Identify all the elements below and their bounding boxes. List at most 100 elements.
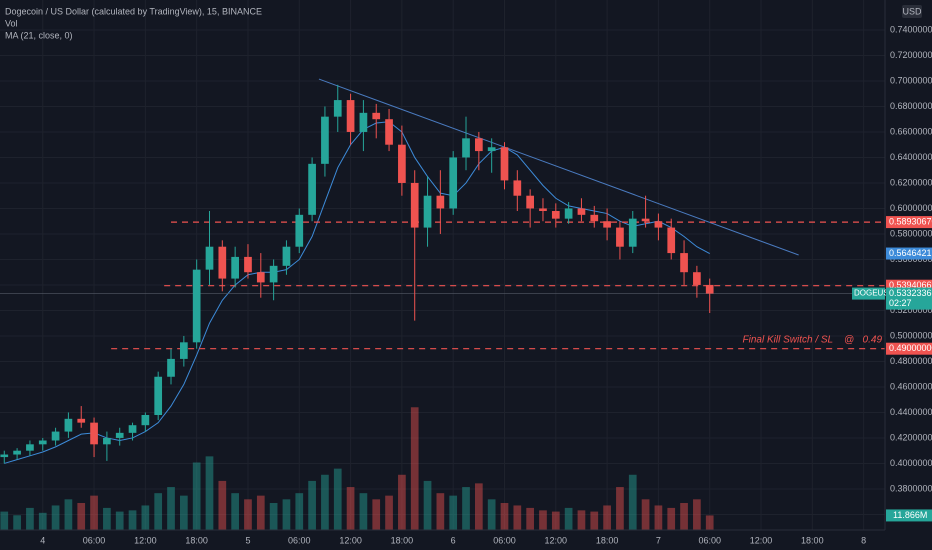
candle-body xyxy=(333,100,342,117)
volume-bar xyxy=(693,499,701,530)
candle-body xyxy=(0,454,9,458)
candle-body xyxy=(51,431,60,441)
candle-body xyxy=(487,147,496,152)
volume-bar xyxy=(539,510,547,530)
trendline xyxy=(318,78,799,256)
volume-bar xyxy=(141,505,150,530)
currency-badge[interactable] xyxy=(902,5,922,18)
volume-bar xyxy=(654,505,663,530)
volume-bar xyxy=(308,480,316,530)
currency-label[interactable]: USD xyxy=(902,6,922,16)
volume-bar xyxy=(154,493,163,530)
candle-body xyxy=(654,221,663,228)
indicator-label: Vol xyxy=(5,18,18,28)
x-tick-label: 18:00 xyxy=(391,535,414,545)
x-tick-label: 7 xyxy=(656,535,661,545)
volume-bar xyxy=(179,495,188,530)
candle-body xyxy=(551,211,560,219)
candle-body xyxy=(282,246,291,266)
candle-body xyxy=(38,440,47,445)
candle-body xyxy=(269,265,278,283)
candle-body xyxy=(115,432,124,438)
volume-bar xyxy=(680,503,688,530)
x-tick-label: 06:00 xyxy=(83,535,106,545)
volume-bar xyxy=(244,499,252,530)
candle-body xyxy=(308,163,316,215)
candle-body xyxy=(218,246,227,279)
time-axis xyxy=(0,530,932,550)
volume-bar xyxy=(103,507,111,530)
volume-bar xyxy=(500,503,509,530)
volume-bar xyxy=(474,483,483,530)
candle-body xyxy=(603,221,611,228)
price-badge xyxy=(886,287,932,310)
candle-body xyxy=(641,218,650,222)
candle-body xyxy=(167,358,175,377)
volume-bar xyxy=(13,515,21,530)
x-tick-label: 5 xyxy=(245,535,250,545)
candle-body xyxy=(372,112,381,120)
candle-body xyxy=(346,100,355,132)
candle-body xyxy=(205,246,214,270)
candle-body xyxy=(616,227,624,247)
candle-body xyxy=(680,253,688,273)
volume-bar xyxy=(115,511,124,530)
candle-body xyxy=(705,284,714,294)
candle-body xyxy=(13,450,21,455)
candle-body xyxy=(321,116,329,164)
volume-bar xyxy=(577,510,586,530)
volume-bar xyxy=(628,474,637,530)
candle-body xyxy=(192,269,201,343)
volume-bar xyxy=(487,499,496,530)
candle-body xyxy=(179,342,188,359)
volume-bar xyxy=(90,495,98,530)
volume-bar xyxy=(205,456,214,530)
level-label: 0.53940669 xyxy=(889,280,932,290)
volume-bar xyxy=(218,480,227,530)
candle-body xyxy=(77,418,86,423)
candle-body xyxy=(90,422,98,445)
candle-body xyxy=(295,214,304,247)
volume-bar xyxy=(616,487,624,530)
level-label: 0.58930670 xyxy=(889,216,932,226)
candle-body xyxy=(64,418,73,432)
symbol-label: DOGEUSD xyxy=(854,289,895,298)
candle-body xyxy=(128,425,137,433)
overlays xyxy=(0,78,885,464)
level-badge xyxy=(886,342,932,355)
volume-bar xyxy=(38,512,47,530)
volume-bar xyxy=(192,462,201,530)
candle-body xyxy=(474,138,483,152)
candle-body xyxy=(436,195,445,209)
candle-body xyxy=(667,227,676,254)
x-tick-label: 4 xyxy=(40,535,45,545)
volume-bar xyxy=(641,499,650,530)
x-tick-label: 06:00 xyxy=(288,535,311,545)
x-tick-label: 06:00 xyxy=(698,535,721,545)
candle-body xyxy=(244,256,252,273)
candle-body xyxy=(577,208,586,215)
volume-bar xyxy=(551,511,560,530)
candle-body xyxy=(693,272,701,285)
volume-bar xyxy=(667,507,676,530)
candle-body xyxy=(256,272,265,283)
candle-body xyxy=(359,112,368,132)
ma-line xyxy=(4,121,710,464)
volume-bar xyxy=(449,495,458,530)
candle-body xyxy=(385,119,393,145)
volume-bar xyxy=(423,480,432,530)
volume-bar xyxy=(436,493,445,530)
x-tick-label: 18:00 xyxy=(596,535,619,545)
